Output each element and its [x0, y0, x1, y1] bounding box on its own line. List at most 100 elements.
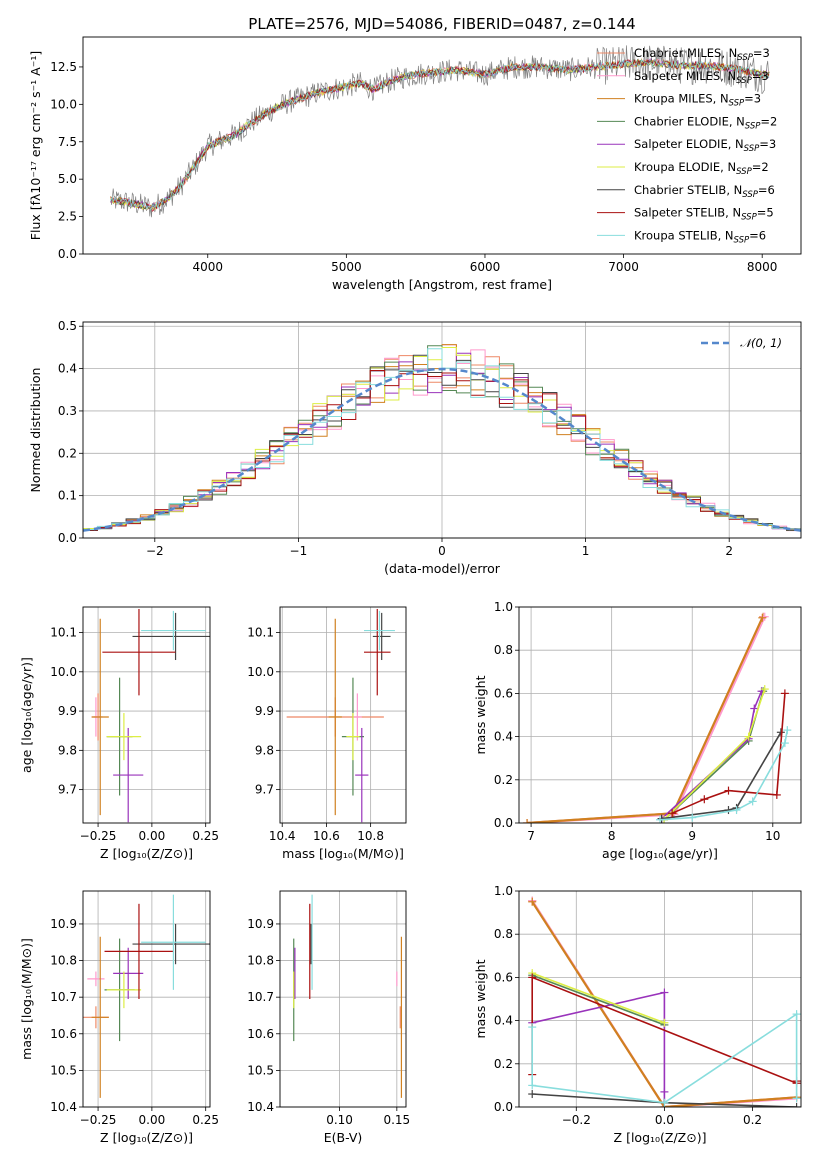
model-spectrum-kroupa-stelib [110, 58, 770, 212]
weight-series-chabrier-stelib [661, 731, 782, 820]
axes: −0.2 0.0 0.2 0.0 0.2 0.4 0.6 0.8 1.0 Z [log₁₀(Z/Z… [473, 884, 802, 1145]
x-tick-label: 0.10 [326, 1113, 353, 1127]
x-axis-label: E(B-V) [324, 1130, 363, 1145]
weight-marker [748, 797, 757, 806]
legend-entry: Kroupa STELIB, NSSP=6 [634, 228, 766, 245]
plot-area [83, 894, 210, 1098]
error-point-salpeter-elodie [113, 727, 144, 823]
legend-entry: Salpeter ELODIE, NSSP=3 [634, 137, 776, 154]
grid-lines [280, 891, 406, 1108]
error-point-kroupa-stelib [141, 894, 206, 990]
legend-label: Salpeter MILES, N [634, 69, 736, 83]
y-tick-label: 9.8 [255, 743, 274, 757]
x-tick-label: 0.0 [655, 1113, 674, 1127]
y-tick-label: 10.0 [50, 97, 77, 111]
axes-frame [279, 606, 407, 824]
x-tick-label: 5000 [331, 260, 362, 274]
error-point-salpeter-stelib [104, 903, 174, 999]
x-tick-label: 0.00 [139, 1113, 166, 1127]
weight-series-salpeter-elodie [532, 991, 666, 1103]
error-point-chabrier-stelib [132, 923, 210, 965]
axes: −0.25 0.00 0.25 10.4 10.5 10.6 10.7 10.8 10.9 Z [… [19, 890, 219, 1145]
y-tick-label: 1.0 [494, 884, 513, 898]
y-tick-label: 10.1 [50, 626, 77, 640]
age-vs-metallicity-panel: −0.25 0.00 0.25 9.7 9.8 9.9 10.0 10.1 Z [log₁₀(Z… [19, 606, 219, 861]
plot-area [286, 608, 395, 823]
legend-label: Kroupa STELIB, N [634, 228, 734, 242]
x-tick-label: −0.25 [80, 1113, 117, 1127]
weight-marker [688, 813, 697, 822]
y-tick-label: 0.0 [494, 1100, 513, 1114]
x-tick-label: 7 [527, 829, 535, 843]
legend-subscript: SSP [734, 235, 750, 245]
figure-title: PLATE=2576, MJD=54086, FIBERID=0487, z=0… [248, 15, 635, 33]
legend-subscript: SSP [742, 190, 758, 200]
y-tick-label: 10.7 [50, 990, 77, 1004]
legend-value: =3 [752, 69, 769, 83]
axes: 7 8 9 10 0.0 0.2 0.4 0.6 0.8 1.0 age [log₁₀(age/yr… [473, 600, 802, 861]
plot-area [523, 612, 792, 823]
weight-marker [528, 897, 537, 906]
legend-entry: Kroupa MILES, NSSP=3 [634, 92, 761, 109]
weight-marker [660, 1098, 669, 1107]
y-tick-label: 0.5 [58, 319, 77, 333]
grid-lines [280, 607, 406, 823]
legend-label: Chabrier STELIB, N [634, 183, 742, 197]
legend-subscript: SSP [736, 167, 752, 177]
y-tick-label: 10.8 [50, 954, 77, 968]
y-axis-label: mass [log₁₀(M/M⊙)] [19, 938, 34, 1060]
plot-area [91, 608, 210, 823]
y-tick-label: 10.5 [50, 1063, 77, 1077]
weight-marker [760, 685, 769, 694]
x-tick-label: 10.6 [313, 829, 340, 843]
weight-marker [744, 732, 753, 741]
axes: 4000 5000 6000 7000 8000 0.0 2.5 5.0 7.5 10.0 12.5… [28, 36, 802, 292]
legend-label: Salpeter ELODIE, N [634, 137, 744, 151]
y-tick-label: 10.0 [50, 665, 77, 679]
weight-series-chabrier-elodie [531, 974, 665, 1026]
y-tick-label: 0.6 [494, 686, 513, 700]
x-tick-label: 0.2 [743, 1113, 762, 1127]
y-tick-label: 10.6 [50, 1027, 77, 1041]
x-axis-label: mass [log₁₀(M/M⊙)] [282, 846, 404, 861]
mass-vs-ebv-panel: 0.10 0.15 10.4 10.5 10.6 10.7 10.8 10.9 E(B-V) [247, 890, 410, 1145]
weight-marker [523, 819, 532, 823]
x-tick-label: 9 [688, 829, 696, 843]
legend-value: =2 [752, 160, 769, 174]
weight-marker [750, 704, 759, 713]
legend-entry: Chabrier STELIB, NSSP=6 [634, 183, 775, 200]
weight-marker [660, 1018, 669, 1027]
weight-marker [780, 739, 789, 748]
weight-marker [528, 1081, 537, 1090]
weight-marker [772, 790, 781, 799]
legend-entry: Chabrier MILES, NSSP=3 [634, 46, 770, 63]
weight-marker [528, 1090, 537, 1099]
error-point-kroupa-elodie [106, 971, 142, 1009]
y-tick-label: 0.1 [58, 489, 77, 503]
error-point-salpeter-miles [87, 971, 105, 987]
axes: −0.25 0.00 0.25 9.7 9.8 9.9 10.0 10.1 Z [log₁₀(Z… [19, 606, 219, 861]
y-tick-label: 0.6 [494, 970, 513, 984]
axes: −2 −1 0 1 2 0.0 0.1 0.2 0.3 0.4 0.5 (data-model)/er… [28, 319, 802, 576]
error-point-salpeter-stelib [102, 608, 176, 696]
y-tick-label: 9.9 [255, 704, 274, 718]
x-tick-label: −0.2 [562, 1113, 591, 1127]
legend-value: =2 [760, 114, 777, 128]
weight-marker [528, 973, 537, 982]
weight-marker [724, 786, 733, 795]
y-tick-label: 0.8 [494, 927, 513, 941]
residual-histogram-kroupa-stelib [83, 348, 801, 532]
y-tick-label: 10.9 [247, 917, 274, 931]
error-point-kroupa-elodie [346, 713, 360, 761]
mass-weight-vs-metallicity-panel: −0.2 0.0 0.2 0.0 0.2 0.4 0.6 0.8 1.0 Z [log₁₀(Z/Z… [473, 884, 802, 1145]
y-tick-label: 9.9 [58, 704, 77, 718]
legend-label: Kroupa ELODIE, N [634, 160, 736, 174]
axes-frame [82, 890, 211, 1108]
legend-subscript: SSP [744, 144, 760, 154]
weight-marker [657, 814, 666, 823]
plot-area [110, 45, 770, 218]
y-tick-label: 0.4 [58, 362, 77, 376]
x-tick-label: 0 [438, 544, 446, 558]
axes-frame [82, 36, 802, 255]
plot-area [83, 344, 801, 533]
